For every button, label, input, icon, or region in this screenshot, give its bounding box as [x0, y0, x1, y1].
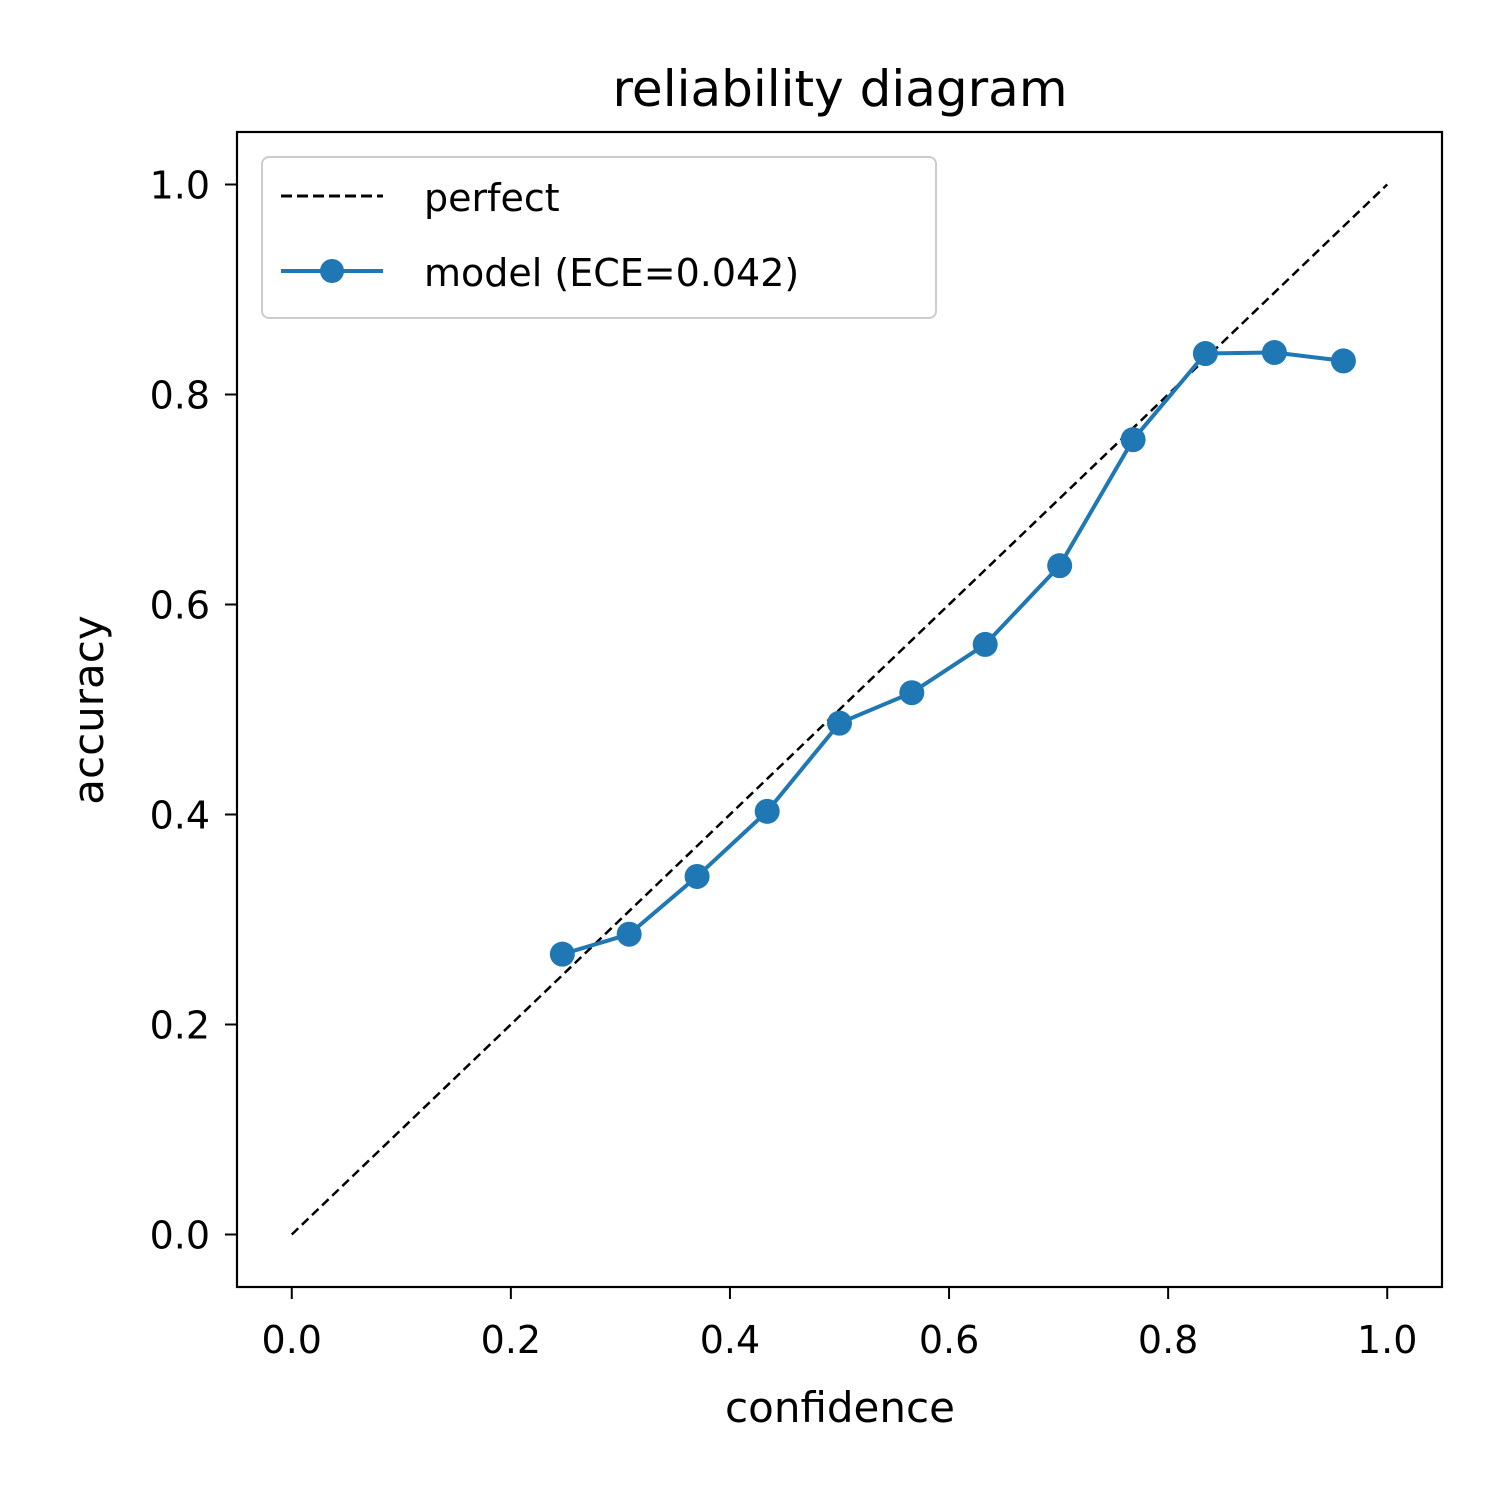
legend-model-marker: [320, 259, 344, 283]
model-data-point: [616, 921, 642, 947]
x-axis-label: confidence: [725, 1383, 955, 1432]
model-data-point: [1261, 340, 1287, 365]
y-axis-label: accuracy: [64, 615, 113, 805]
chart-title: reliability diagram: [612, 60, 1067, 118]
legend-perfect-label: perfect: [424, 176, 560, 220]
model-data-point: [1120, 427, 1146, 453]
model-data-point: [1330, 348, 1356, 374]
model-data-point: [899, 680, 925, 706]
y-tick-label: 0.4: [150, 794, 210, 838]
x-tick-label: 0.4: [700, 1318, 760, 1362]
plot-area: [235, 130, 1444, 1289]
model-data-point: [972, 631, 998, 657]
x-tick-label: 1.0: [1357, 1318, 1417, 1362]
model-data-point: [549, 941, 575, 967]
model-data-point: [1192, 341, 1218, 367]
model-data-point: [1047, 553, 1073, 579]
series-layer: [290, 183, 1389, 1236]
legend: perfect model (ECE=0.042): [261, 156, 937, 319]
x-tick-label: 0.8: [1138, 1318, 1198, 1362]
model-data-point: [827, 710, 852, 736]
y-axis: 0.0 0.2 0.4 0.6 0.8 1.0: [150, 164, 237, 1258]
model-data-point: [684, 863, 710, 889]
y-tick-label: 0.8: [150, 374, 210, 418]
y-tick-label: 0.6: [150, 584, 210, 628]
x-tick-label: 0.0: [262, 1318, 322, 1362]
x-axis: 0.0 0.2 0.4 0.6 0.8 1.0: [262, 1287, 1417, 1362]
model-data-point: [754, 798, 780, 824]
y-tick-label: 1.0: [150, 164, 210, 208]
legend-box: [261, 156, 937, 319]
legend-model-label: model (ECE=0.042): [424, 251, 799, 295]
y-tick-label: 0.0: [150, 1214, 210, 1258]
x-tick-label: 0.6: [919, 1318, 979, 1362]
y-tick-label: 0.2: [150, 1004, 210, 1048]
x-tick-label: 0.2: [481, 1318, 541, 1362]
plot-frame: [235, 130, 1444, 1289]
